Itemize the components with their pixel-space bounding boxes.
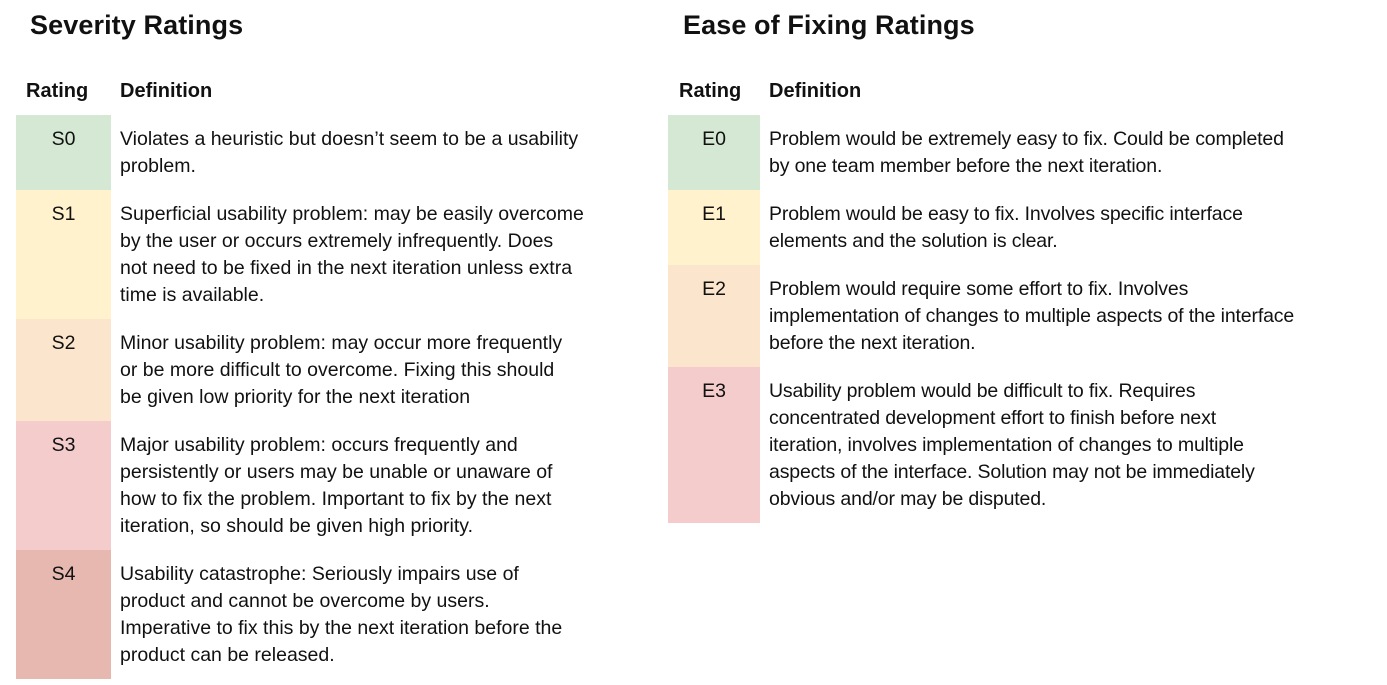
- definition-cell: Violates a heuristic but doesn’t seem to…: [120, 115, 650, 190]
- definition-line: not need to be fixed in the next iterati…: [120, 257, 573, 279]
- rating-cell: E3: [668, 367, 760, 523]
- definition-line: product and cannot be overcome by users.: [120, 590, 490, 612]
- definition-cell: Problem would be extremely easy to fix. …: [769, 115, 1384, 190]
- rating-cell: S4: [16, 550, 111, 679]
- rating-cell: S3: [16, 421, 111, 550]
- definition-line: how to fix the problem. Important to fix…: [120, 488, 552, 510]
- definition-cell: Problem would require some effort to fix…: [769, 265, 1384, 367]
- rating-cell: S1: [16, 190, 111, 319]
- definition-line: Problem would be extremely easy to fix. …: [769, 128, 1284, 150]
- severity-definition-header: Definition: [120, 80, 213, 102]
- table-row: S4 Usability catastrophe: Seriously impai…: [16, 550, 650, 679]
- rating-cell: E2: [668, 265, 760, 367]
- definition-line: iteration, so should be given high prior…: [120, 515, 474, 537]
- definition-line: elements and the solution is clear.: [769, 230, 1058, 252]
- definition-cell: Usability problem would be difficult to …: [769, 367, 1384, 523]
- definition-cell: Problem would be easy to fix. Involves s…: [769, 190, 1384, 265]
- definition-line: problem.: [120, 155, 196, 177]
- definition-line: Problem would be easy to fix. Involves s…: [769, 203, 1243, 225]
- table-row: S0 Violates a heuristic but doesn’t seem …: [16, 115, 650, 190]
- table-row: E0 Problem would be extremely easy to fix…: [668, 115, 1384, 190]
- severity-title: Severity Ratings: [30, 10, 244, 40]
- definition-line: be given low priority for the next itera…: [120, 386, 471, 408]
- ease-rows: E0 Problem would be extremely easy to fix…: [668, 115, 1384, 523]
- definition-line: before the next iteration.: [769, 332, 976, 354]
- table-row: S1 Superficial usability problem: may be …: [16, 190, 650, 319]
- definition-line: obvious and/or may be disputed.: [769, 488, 1047, 510]
- definition-line: aspects of the interface. Solution may n…: [769, 461, 1255, 483]
- definition-line: Imperative to fix this by the next itera…: [120, 617, 563, 639]
- table-row: E1 Problem would be easy to fix. Involves…: [668, 190, 1384, 265]
- definition-line: product can be released.: [120, 644, 335, 666]
- definition-cell: Superficial usability problem: may be ea…: [120, 190, 650, 319]
- definition-cell: Major usability problem: occurs frequent…: [120, 421, 650, 550]
- definition-line: Minor usability problem: may occur more …: [120, 332, 563, 354]
- definition-line: time is available.: [120, 284, 265, 306]
- definition-line: or be more difficult to overcome. Fixing…: [120, 359, 555, 381]
- definition-line: persistently or users may be unable or u…: [120, 461, 553, 483]
- severity-rating-header: Rating: [26, 80, 89, 102]
- table-row: S2 Minor usability problem: may occur mor…: [16, 319, 650, 421]
- ease-definition-header: Definition: [769, 80, 862, 102]
- rating-cell: E1: [668, 190, 760, 265]
- rating-cell: E0: [668, 115, 760, 190]
- definition-line: Problem would require some effort to fix…: [769, 278, 1189, 300]
- rating-cell: S2: [16, 319, 111, 421]
- definition-line: Superficial usability problem: may be ea…: [120, 203, 584, 225]
- table-row: S3 Major usability problem: occurs freque…: [16, 421, 650, 550]
- definition-line: by one team member before the next itera…: [769, 155, 1163, 177]
- definition-line: Usability problem would be difficult to …: [769, 380, 1196, 402]
- definition-line: implementation of changes to multiple as…: [769, 305, 1295, 327]
- definition-line: Major usability problem: occurs frequent…: [120, 434, 518, 456]
- definition-line: iteration, involves implementation of ch…: [769, 434, 1244, 456]
- definition-line: Violates a heuristic but doesn’t seem to…: [120, 128, 579, 150]
- table-row: E3 Usability problem would be difficult t…: [668, 367, 1384, 523]
- definition-cell: Usability catastrophe: Seriously impairs…: [120, 550, 650, 679]
- ease-rating-header: Rating: [679, 80, 742, 102]
- definition-cell: Minor usability problem: may occur more …: [120, 319, 650, 421]
- table-row: E2 Problem would require some effort to f…: [668, 265, 1384, 367]
- definition-line: by the user or occurs extremely infreque…: [120, 230, 554, 252]
- ease-title: Ease of Fixing Ratings: [683, 10, 975, 40]
- severity-rows: S0 Violates a heuristic but doesn’t seem …: [16, 115, 650, 679]
- definition-line: Usability catastrophe: Seriously impairs…: [120, 563, 519, 585]
- rating-cell: S0: [16, 115, 111, 190]
- definition-line: concentrated development effort to finis…: [769, 407, 1216, 429]
